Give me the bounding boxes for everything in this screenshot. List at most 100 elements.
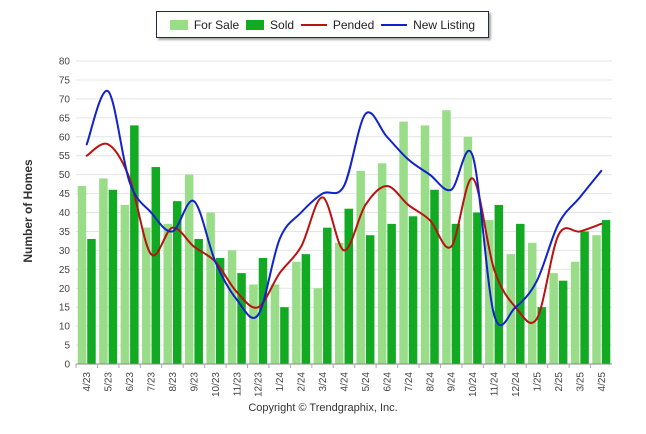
x-tick-label: 3/24 (318, 372, 329, 392)
line-new-listing[interactable] (85, 90, 603, 327)
legend-item-new-listing[interactable]: New Listing (381, 18, 475, 32)
bar-for-sale[interactable] (420, 125, 430, 364)
x-tick-label: 2/24 (297, 372, 308, 392)
x-tick-label: 11/23 (232, 372, 243, 397)
x-tick-label: 7/23 (147, 372, 158, 392)
bar-sold[interactable] (258, 257, 268, 364)
bar-for-sale[interactable] (442, 110, 451, 364)
bar-for-sale[interactable] (77, 185, 87, 364)
x-tick-label: 10/23 (211, 372, 222, 397)
bar-sold[interactable] (365, 235, 375, 364)
bar-for-sale[interactable] (249, 284, 258, 364)
legend-label-for-sale: For Sale (193, 17, 240, 32)
x-tick-label: 1/25 (532, 372, 543, 392)
bar-sold[interactable] (108, 189, 118, 364)
bar-sold[interactable] (344, 208, 354, 364)
bar-for-sale[interactable] (206, 212, 215, 365)
y-tick-label: 45 (59, 189, 71, 200)
x-tick-label: 7/24 (404, 372, 415, 392)
bar-sold[interactable] (580, 231, 589, 364)
y-tick-label: 35 (59, 227, 71, 238)
legend-label-pended: Pended (332, 17, 375, 32)
legend-item-sold[interactable]: Sold (246, 18, 294, 32)
bar-for-sale[interactable] (592, 235, 601, 364)
x-tick-label: 6/24 (382, 372, 393, 392)
bar-for-sale[interactable] (99, 178, 108, 364)
legend-swatch-pended (300, 23, 327, 26)
bar-for-sale[interactable] (549, 273, 558, 364)
x-tick-label: 10/24 (468, 372, 479, 397)
y-tick-label: 5 (64, 341, 70, 352)
x-tick-label: 4/25 (597, 372, 608, 392)
legend-swatch-sold (246, 19, 265, 30)
bar-sold[interactable] (494, 204, 504, 364)
y-tick-label: 40 (59, 208, 71, 219)
legend-label-new-listing: New Listing (413, 17, 476, 32)
bar-sold[interactable] (537, 307, 546, 364)
copyright-text: Copyright © Trendgraphix, Inc. (248, 402, 398, 414)
bar-for-sale[interactable] (356, 170, 365, 364)
y-tick-label: 55 (59, 151, 71, 162)
x-tick-label: 5/24 (361, 372, 372, 392)
bar-sold[interactable] (194, 239, 203, 364)
x-tick-label: 2/25 (554, 372, 565, 392)
bars (77, 110, 611, 365)
y-tick-label: 0 (64, 360, 70, 371)
bar-for-sale[interactable] (463, 136, 473, 364)
bar-sold[interactable] (301, 254, 311, 364)
x-tick-label: 6/23 (125, 372, 136, 392)
bar-for-sale[interactable] (292, 261, 301, 364)
x-tick-label: 9/24 (447, 372, 458, 392)
bar-sold[interactable] (130, 125, 139, 364)
bar-for-sale[interactable] (527, 242, 537, 364)
bar-for-sale[interactable] (377, 163, 387, 364)
bar-for-sale[interactable] (227, 250, 237, 364)
y-axis-label: Number of Homes (21, 159, 35, 263)
bar-sold[interactable] (87, 239, 96, 364)
x-tick-label: 12/24 (511, 372, 522, 397)
axes: 0 5 10 15 20 25 30 35 40 45 50 55 60 65 70 75 80 4/23 5/23… (59, 57, 612, 397)
bar-sold[interactable] (408, 216, 418, 364)
bar-sold[interactable] (237, 273, 246, 364)
bar-sold[interactable] (558, 280, 568, 364)
bar-sold[interactable] (473, 212, 482, 365)
legend-item-pended[interactable]: Pended (300, 17, 375, 32)
x-tick-label: 4/24 (340, 372, 351, 392)
bar-sold[interactable] (151, 167, 161, 364)
x-tick-label: 3/25 (575, 372, 586, 392)
bar-sold[interactable] (516, 223, 525, 364)
y-tick-label: 65 (59, 113, 71, 124)
x-tick-label: 8/23 (168, 372, 179, 392)
bar-sold[interactable] (387, 223, 396, 364)
bar-for-sale[interactable] (335, 242, 344, 364)
bar-for-sale[interactable] (270, 284, 280, 364)
bar-for-sale[interactable] (313, 288, 323, 364)
legend: For Sale Sold Pended New Listing (156, 11, 489, 38)
y-tick-label: 75 (59, 75, 71, 86)
bar-sold[interactable] (430, 189, 439, 364)
bar-for-sale[interactable] (142, 227, 151, 364)
bar-for-sale[interactable] (506, 254, 516, 364)
bar-for-sale[interactable] (184, 174, 194, 364)
legend-item-for-sale[interactable]: For Sale (169, 17, 240, 32)
x-tick-label: 12/23 (254, 372, 265, 397)
bar-sold[interactable] (323, 227, 332, 364)
bar-sold[interactable] (280, 307, 289, 364)
y-tick-label: 20 (59, 284, 71, 295)
bar-for-sale[interactable] (163, 223, 172, 364)
y-tick-label: 70 (59, 94, 71, 105)
x-tick-label: 9/23 (189, 372, 200, 392)
bar-sold[interactable] (172, 201, 182, 364)
bar-sold[interactable] (451, 223, 461, 364)
x-tick-label: 4/23 (82, 372, 93, 392)
legend-swatch-for-sale (169, 19, 188, 30)
x-tick-label: 5/23 (104, 372, 115, 392)
bar-sold[interactable] (601, 220, 611, 364)
bar-for-sale[interactable] (570, 261, 580, 364)
bar-sold[interactable] (215, 257, 225, 364)
bar-for-sale[interactable] (120, 204, 130, 364)
x-tick-label: 8/24 (425, 372, 436, 392)
y-tick-label: 25 (59, 265, 71, 276)
bar-for-sale[interactable] (399, 121, 408, 364)
